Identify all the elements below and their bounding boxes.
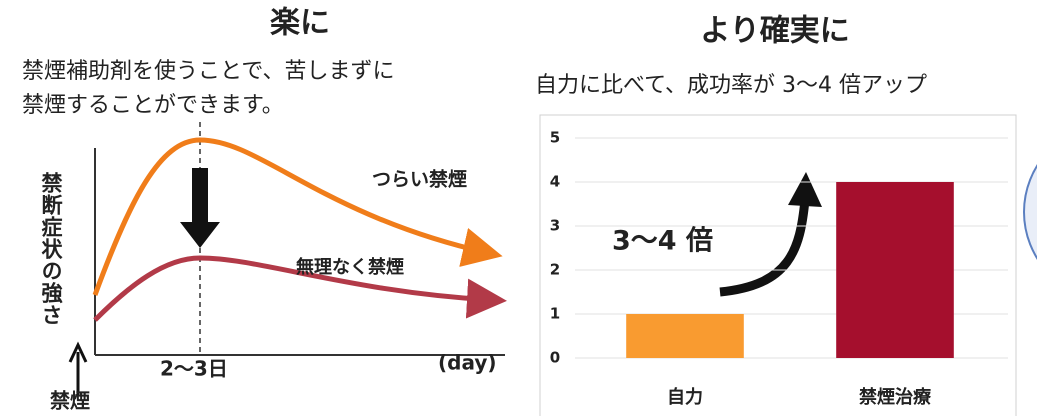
y-tick-label: 3	[550, 217, 560, 235]
canvas: 楽に 禁煙補助剤を使うことで、苦しまずに 禁煙することができます。 つらい禁煙 …	[0, 0, 1037, 416]
annotation-arrow-head	[788, 172, 822, 207]
y-tick-label: 4	[550, 173, 560, 191]
bar	[836, 182, 954, 358]
x-marker: 2〜3日	[160, 357, 228, 381]
start-arrow	[70, 345, 86, 395]
y-tick-label: 0	[550, 349, 560, 367]
bar	[626, 314, 744, 358]
y-tick-label: 5	[550, 129, 560, 147]
curve-label: 無理なく禁煙	[296, 256, 404, 278]
description: 禁煙補助剤を使うことで、苦しまずに	[22, 59, 394, 84]
curve-easy	[95, 258, 492, 320]
y-tick-label: 2	[550, 261, 560, 279]
annotation-arrow	[720, 200, 805, 292]
down-arrow	[180, 168, 220, 248]
chart-title: より確実に	[700, 14, 849, 49]
start-label: 禁煙	[50, 389, 90, 413]
chart-subtitle: 自力に比べて、成功率が 3〜4 倍アップ	[535, 73, 927, 98]
page: {"left": {"title": "楽に", "description_li…	[0, 0, 1037, 416]
annotation: 3〜4 倍	[612, 226, 713, 257]
left-title: 楽に	[270, 6, 330, 41]
x-tick-label: 自力	[667, 386, 703, 408]
x-unit: (day)	[438, 351, 497, 375]
decor-circle	[1024, 124, 1037, 300]
x-tick-label: 禁煙治療	[859, 386, 932, 408]
y-tick-label: 1	[550, 305, 560, 323]
y-axis-label: 禁断症状の強さ	[38, 172, 64, 326]
curve-label: つらい禁煙	[372, 168, 467, 191]
description: 禁煙することができます。	[22, 93, 284, 118]
